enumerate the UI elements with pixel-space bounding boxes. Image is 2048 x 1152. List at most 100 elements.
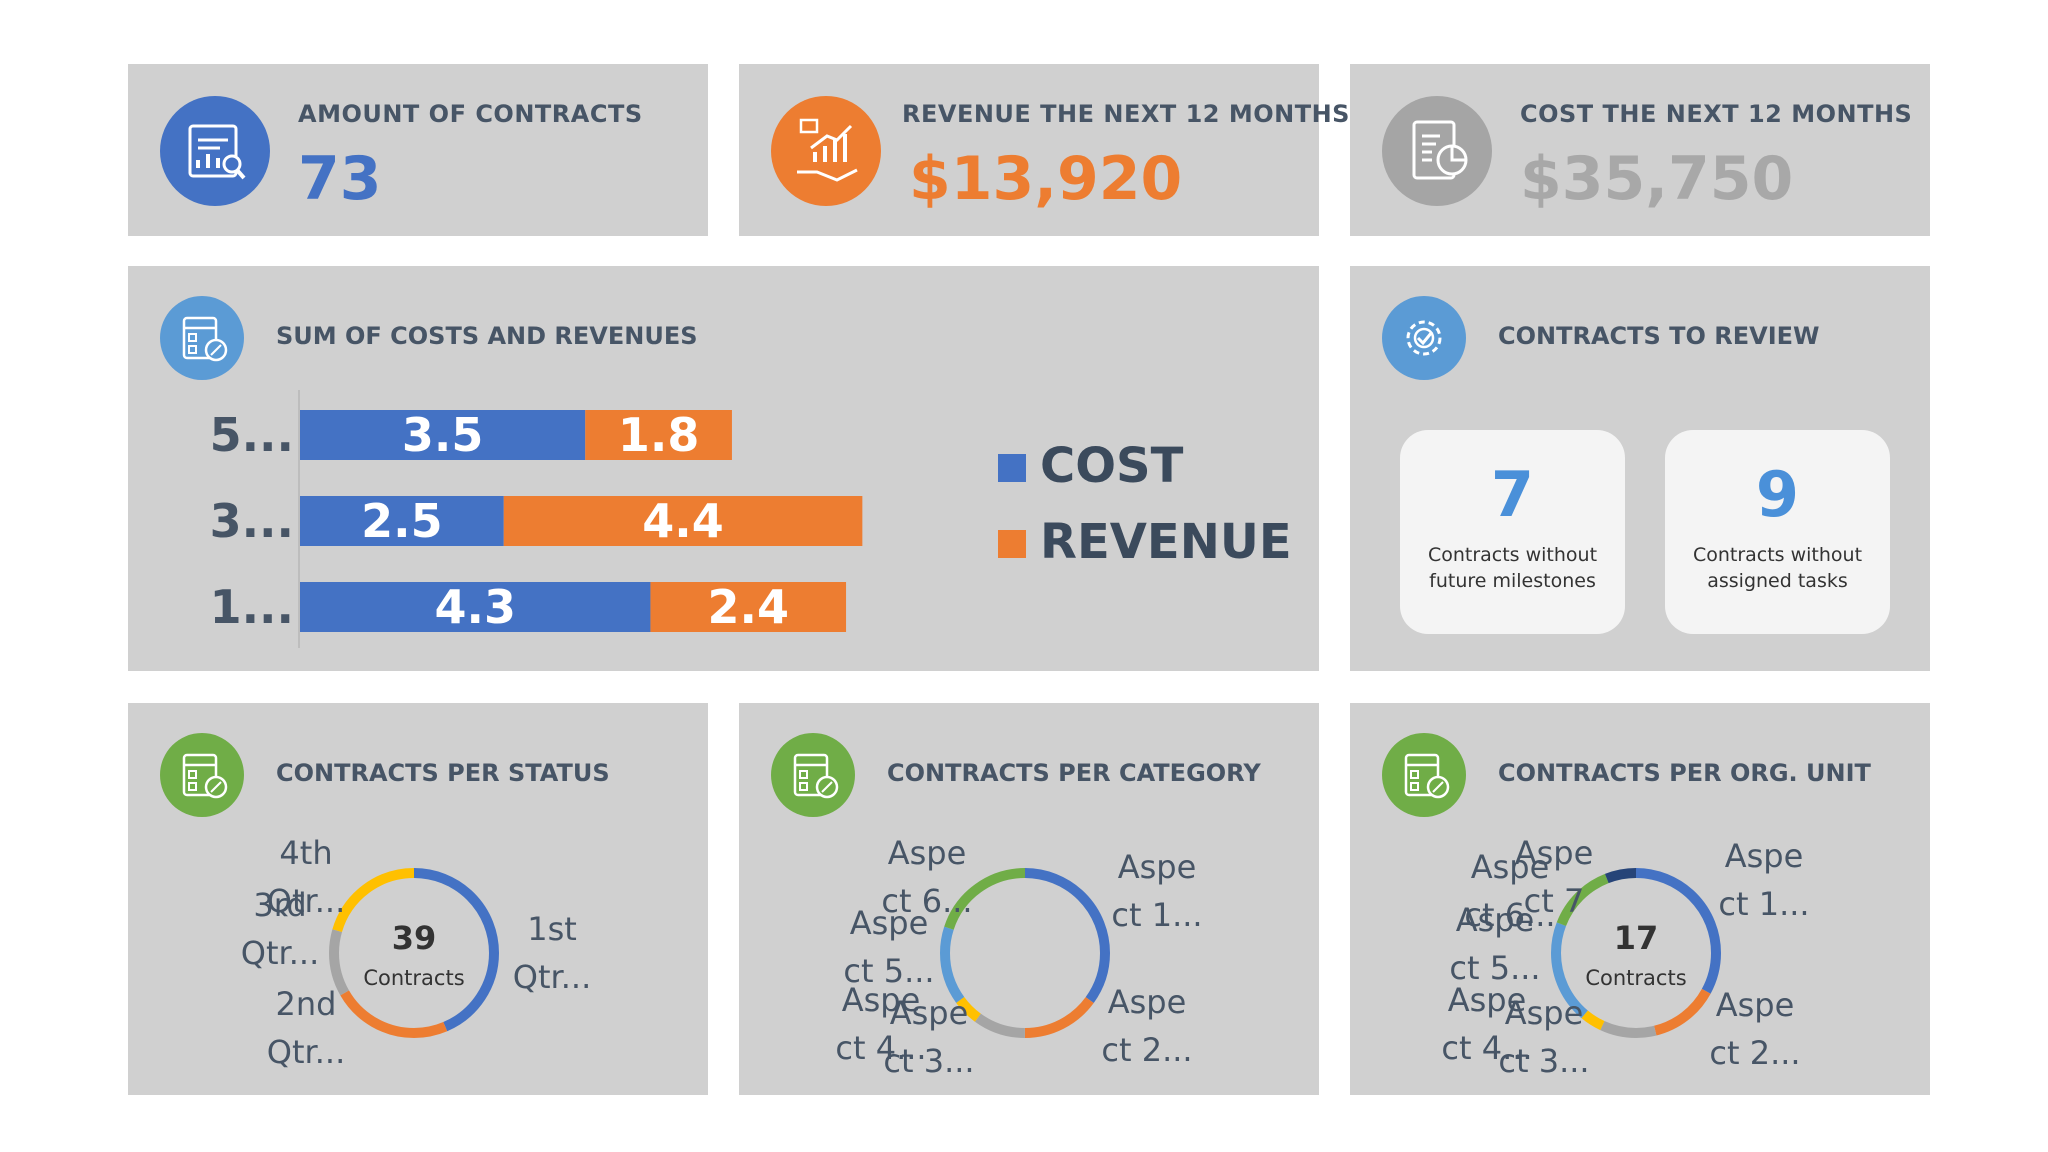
bar-category-label: 5... (210, 408, 294, 462)
gear-check-icon (1382, 296, 1466, 380)
review-label: Contracts without future milestones (1427, 544, 1598, 592)
donut-slice-label: ct 7 (1524, 882, 1585, 920)
calculator-icon (771, 733, 855, 817)
bar-segment-revenue[interactable] (585, 410, 732, 460)
donut-slice-label: 3rd (253, 886, 306, 924)
donut-slice-label: ct 2... (1101, 1031, 1192, 1069)
kpi-value: $13,920 (909, 144, 1183, 214)
donut-center-value: 39 (392, 919, 437, 957)
chart-document-icon (160, 96, 270, 206)
donut-slice-label: Aspe (1108, 983, 1187, 1021)
donut-slice-label: Aspe (1471, 848, 1550, 886)
donut-slice-label: ct 6... (881, 882, 972, 920)
bar-segment-revenue[interactable] (650, 582, 847, 632)
section-title: CONTRACTS PER ORG. UNIT (1498, 759, 1871, 787)
donut-slice[interactable] (940, 868, 1110, 1038)
donut-slice-label: Qtr... (241, 934, 319, 972)
donut-slice-label: ct 4... (1441, 1029, 1532, 1067)
review-box-tasks[interactable]: 9 Contracts without assigned tasks (1665, 430, 1890, 634)
donut-slice-label: 1st (527, 910, 577, 948)
donut-slice-label: Aspe (1725, 837, 1804, 875)
kpi-title: AMOUNT OF CONTRACTS (298, 100, 643, 128)
kpi-card-contracts: AMOUNT OF CONTRACTS 73 (128, 64, 708, 236)
donut-slice-label: 4th (279, 834, 332, 872)
clipboard-chart-icon (1382, 96, 1492, 206)
donut-slice-label: Qtr... (513, 958, 591, 996)
bar-data-label: 3.5 (402, 408, 484, 462)
donut-slice[interactable] (329, 868, 499, 1038)
kpi-title: REVENUE THE NEXT 12 MONTHS (902, 100, 1350, 128)
kpi-title: COST THE NEXT 12 MONTHS (1520, 100, 1913, 128)
bar-segment-cost[interactable] (300, 582, 651, 632)
donut-center-label: Contracts (1585, 966, 1686, 990)
review-box-milestones[interactable]: 7 Contracts without future milestones (1400, 430, 1625, 634)
legend-swatch (998, 530, 1026, 558)
section-title: CONTRACTS TO REVIEW (1498, 322, 1820, 350)
donut-slice-label: Aspe (842, 981, 921, 1019)
bar-category-label: 1... (210, 580, 294, 634)
bar-segment-cost[interactable] (300, 410, 586, 460)
bar-chart: 5... 3.5 1.8 3... 2.5 4.4 1... 4.3 2.4 COST REVENU… (210, 390, 1292, 648)
donut-slice[interactable] (1551, 868, 1721, 1038)
donut-slice[interactable] (940, 868, 1110, 1038)
review-count: 9 (1755, 458, 1800, 531)
donut-slice-label: Aspe (1456, 901, 1535, 939)
kpi-card-cost: COST THE NEXT 12 MONTHS $35,750 (1350, 64, 1930, 236)
donut-slice-label: Qtr... (267, 1033, 345, 1071)
sum-costs-revenues-card: SUM OF COSTS AND REVENUES 5... 3.5 1.8 3...… (128, 266, 1319, 671)
contracts-per-category-card: CONTRACTS PER CATEGORY Aspe ct 1... Aspe ct… (739, 703, 1319, 1095)
calculator-icon (1382, 733, 1466, 817)
donut-slice[interactable] (1551, 868, 1721, 1038)
donut-center-label: Contracts (363, 966, 464, 990)
kpi-card-revenue: REVENUE THE NEXT 12 MONTHS $13,920 (739, 64, 1349, 236)
legend-label: REVENUE (1040, 514, 1292, 570)
donut-slice-label: Aspe (850, 904, 929, 942)
donut-slice-label: ct 4... (835, 1029, 926, 1067)
donut-slice-label: Aspe (1505, 994, 1584, 1032)
donut-slice-label: Aspe (1118, 848, 1197, 886)
bar-data-label: 2.5 (361, 494, 443, 548)
bar-category-label: 3... (210, 494, 294, 548)
donut-slice-label: ct 6... (1464, 896, 1555, 934)
donut-slice-label: Aspe (1515, 834, 1594, 872)
section-title: SUM OF COSTS AND REVENUES (276, 322, 698, 350)
bar-data-label: 4.4 (642, 494, 724, 548)
legend-label: COST (1040, 438, 1184, 494)
hand-growth-icon (771, 96, 881, 206)
donut-slice[interactable] (329, 868, 499, 1038)
donut-center-value: 17 (1614, 919, 1659, 957)
donut-chart-status: 39Contracts1stQtr...2ndQtr...3rdQtr...4t… (241, 834, 591, 1071)
donut-slice-label: ct 3... (883, 1042, 974, 1080)
review-label: Contracts without assigned tasks (1692, 544, 1863, 592)
donut-slice-label: ct 3... (1498, 1042, 1589, 1080)
bar-data-label: 1.8 (618, 408, 700, 462)
review-count: 7 (1490, 458, 1535, 531)
donut-slice-label: Qtr... (267, 882, 345, 920)
donut-slice[interactable] (1551, 868, 1721, 1038)
donut-slice-label: Aspe (888, 834, 967, 872)
donut-slice-label: Aspe (1448, 981, 1527, 1019)
donut-slice-label: 2nd (276, 985, 337, 1023)
bar-segment-cost[interactable] (300, 496, 504, 546)
bar-data-label: 4.3 (434, 580, 515, 634)
legend-swatch (998, 454, 1026, 482)
kpi-value: $35,750 (1520, 144, 1794, 214)
calculator-icon (160, 733, 244, 817)
calculator-icon (160, 296, 244, 380)
kpi-value: 73 (298, 144, 382, 214)
donut-slice-label: ct 5... (843, 952, 934, 990)
donut-slice-label: ct 2... (1709, 1034, 1800, 1072)
donut-slice[interactable] (940, 868, 1110, 1038)
section-title: CONTRACTS PER STATUS (276, 759, 610, 787)
bar-data-label: 2.4 (708, 580, 790, 634)
bar-segment-revenue[interactable] (503, 496, 863, 546)
donut-slice-label: ct 1... (1718, 885, 1809, 923)
contracts-per-status-card: CONTRACTS PER STATUS 39 Contracts 1st Qtr..… (128, 703, 708, 1095)
contracts-to-review-card: CONTRACTS TO REVIEW 7 Contracts without … (1350, 266, 1930, 671)
donut-slice-label: Aspe (890, 994, 969, 1032)
donut-slice-label: ct 5... (1449, 949, 1540, 987)
donut-slice-label: ct 1... (1111, 896, 1202, 934)
donut-slice[interactable] (329, 868, 499, 1038)
